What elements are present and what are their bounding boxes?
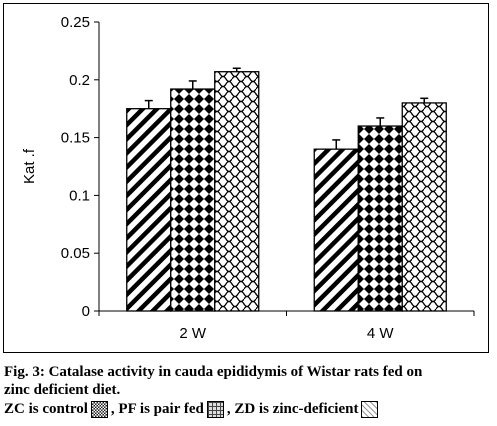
- x-tick-label: 4 W: [367, 325, 395, 342]
- error-bars: [144, 67, 429, 150]
- bar: [214, 71, 260, 312]
- bar: [357, 125, 403, 312]
- legend-zd-swatch: [361, 401, 379, 418]
- chart-frame: 0 0.05 0.1 0.15 0.2 0.25 Kat .f 2 W 4 W: [3, 3, 489, 353]
- y-tick-label: 0.1: [69, 187, 90, 204]
- y-tick-label: 0.25: [61, 14, 90, 31]
- legend-zd-text: , ZD is zinc-deficient: [226, 401, 359, 417]
- y-tick-label: 0: [82, 303, 90, 320]
- bar: [313, 148, 359, 312]
- bars: [126, 71, 447, 312]
- x-tick-label: 2 W: [179, 325, 207, 342]
- figure-caption-line1: Fig. 3: Catalase activity in cauda epidi…: [4, 364, 423, 380]
- axis-labels: 0 0.05 0.1 0.15 0.2 0.25 Kat .f 2 W 4 W: [21, 14, 394, 342]
- y-tick-label: 0.2: [69, 72, 90, 89]
- figure-caption-line2: zinc deficient diet.: [4, 382, 121, 398]
- y-axis-label: Kat .f: [21, 148, 38, 184]
- bar: [126, 108, 172, 312]
- catalase-bar-chart: 0 0.05 0.1 0.15 0.2 0.25 Kat .f 2 W 4 W: [21, 14, 475, 342]
- bar: [401, 102, 447, 312]
- bar: [170, 88, 216, 312]
- legend-pf-swatch: [206, 401, 224, 418]
- legend-zc-text: ZC is control: [4, 401, 88, 417]
- legend-line: ZC is control , PF is pair fed , ZD is z…: [4, 401, 381, 418]
- legend-pf-text: , PF is pair fed: [110, 401, 204, 417]
- y-tick-label: 0.05: [61, 245, 90, 262]
- y-tick-label: 0.15: [61, 130, 90, 147]
- legend-zc-swatch: [90, 401, 108, 418]
